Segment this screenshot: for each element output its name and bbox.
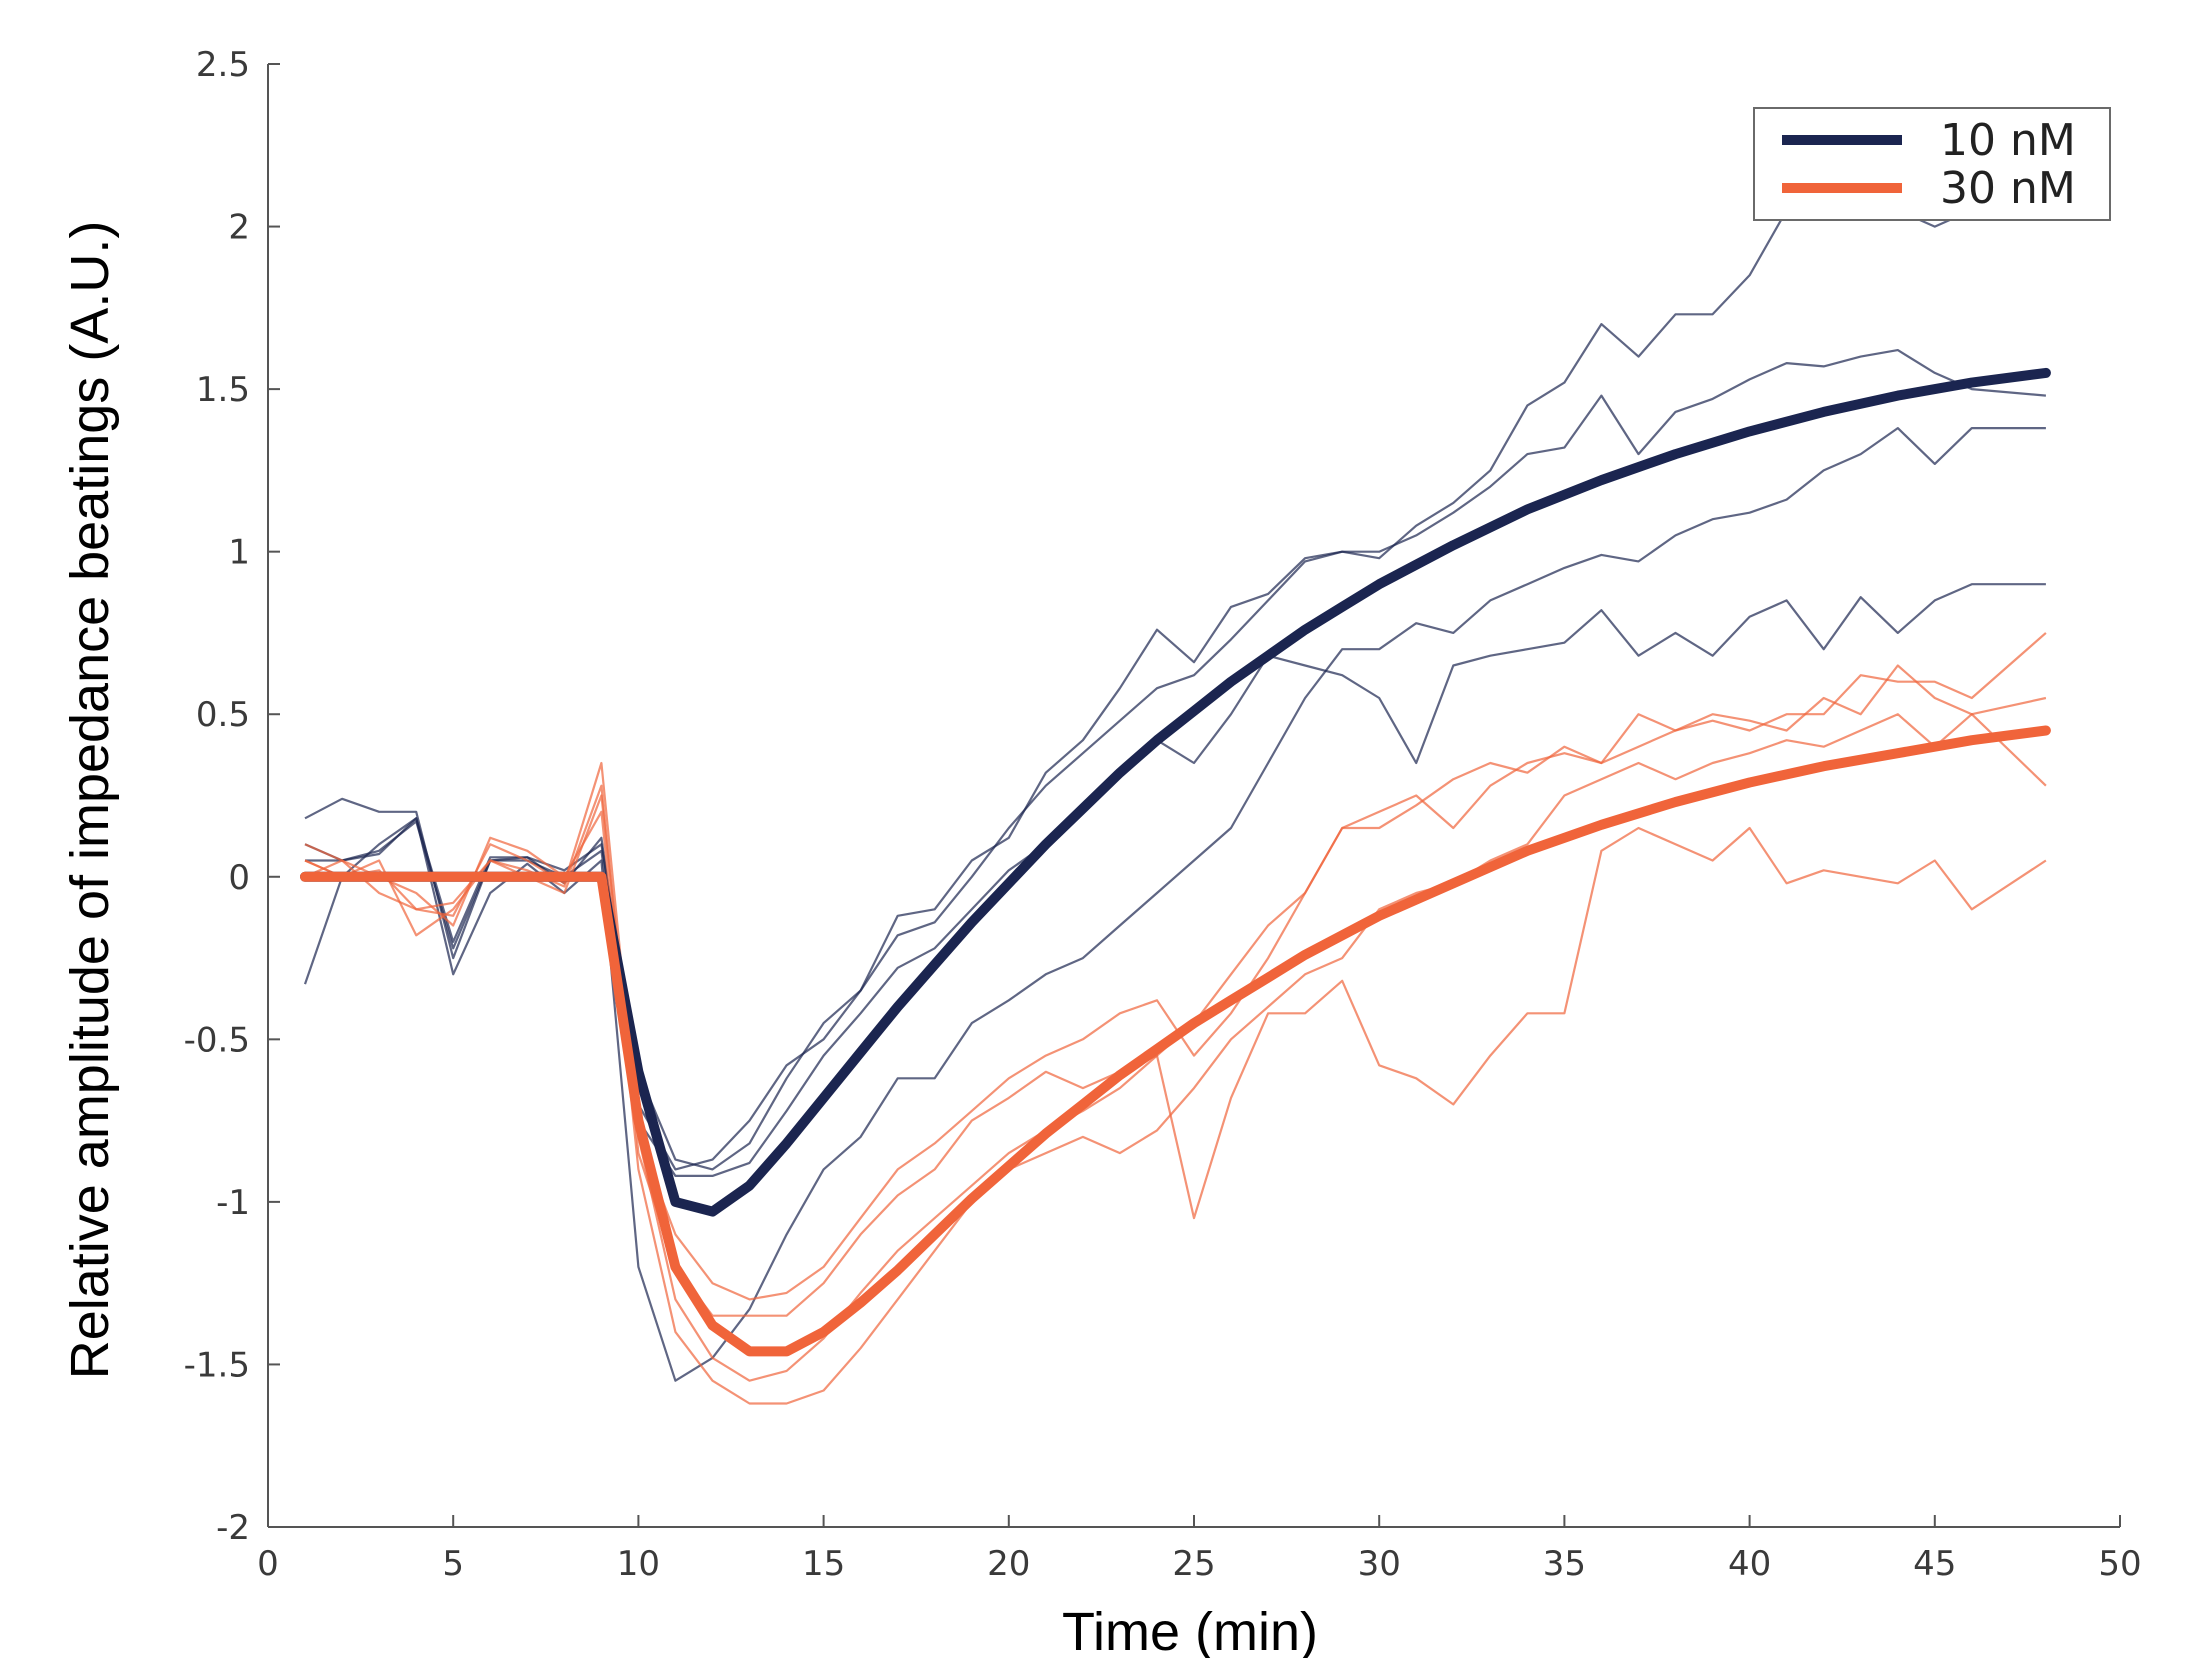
replicate-line-30-nm-3: [304, 713, 2047, 1405]
y-tick-label: -1.5: [184, 1345, 250, 1385]
x-tick-label: 5: [442, 1544, 464, 1584]
x-tick-label: 30: [1358, 1544, 1401, 1584]
y-tick-label: 2: [228, 208, 250, 248]
x-tick-label: 15: [802, 1544, 845, 1584]
x-axis-title: Time (min): [1062, 1602, 1318, 1658]
x-tick-label: 50: [2098, 1544, 2141, 1584]
y-axis-title: Relative amplitude of impedance beatings…: [60, 221, 120, 1380]
y-tick-label: 1.5: [196, 370, 250, 410]
y-tick-label: 0: [228, 858, 250, 898]
x-tick-label: 20: [987, 1544, 1030, 1584]
fit-line-30-nm: [300, 725, 2051, 1357]
replicate-line-10-nm-2: [304, 349, 2046, 1171]
replicate-line-30-nm-4: [304, 784, 2047, 1317]
y-tick-label: -0.5: [184, 1020, 250, 1060]
x-tick-label: 25: [1172, 1544, 1215, 1584]
y-tick-label: -2: [216, 1508, 250, 1548]
x-tick-label: 45: [1913, 1544, 1956, 1584]
y-tick-label: 0.5: [196, 695, 250, 735]
y-tick-label: 1: [228, 533, 250, 573]
replicate-line-10-nm-3: [303, 427, 2046, 1382]
y-tick-label: 2.5: [196, 45, 250, 85]
x-tick-label: 10: [617, 1544, 660, 1584]
x-tick-label: 0: [257, 1544, 279, 1584]
fit-lines: [300, 367, 2051, 1357]
axes: 0 5 10 15 20 25 30 35 40 45 50 2.5 2 1.5 1 0.5 0 -0.5 -1 -1…: [184, 45, 2142, 1584]
legend-box: [1753, 107, 2111, 221]
x-tick-label: 35: [1543, 1544, 1586, 1584]
replicate-line-30-nm-1: [304, 632, 2047, 1301]
fit-line-10-nm: [300, 367, 2051, 1217]
legend-label-10-nm: 10 nM: [1940, 115, 2076, 166]
y-tick-label: -1: [216, 1183, 250, 1223]
legend-label-30-nm: 30 nM: [1940, 163, 2076, 214]
x-tick-label: 40: [1728, 1544, 1771, 1584]
